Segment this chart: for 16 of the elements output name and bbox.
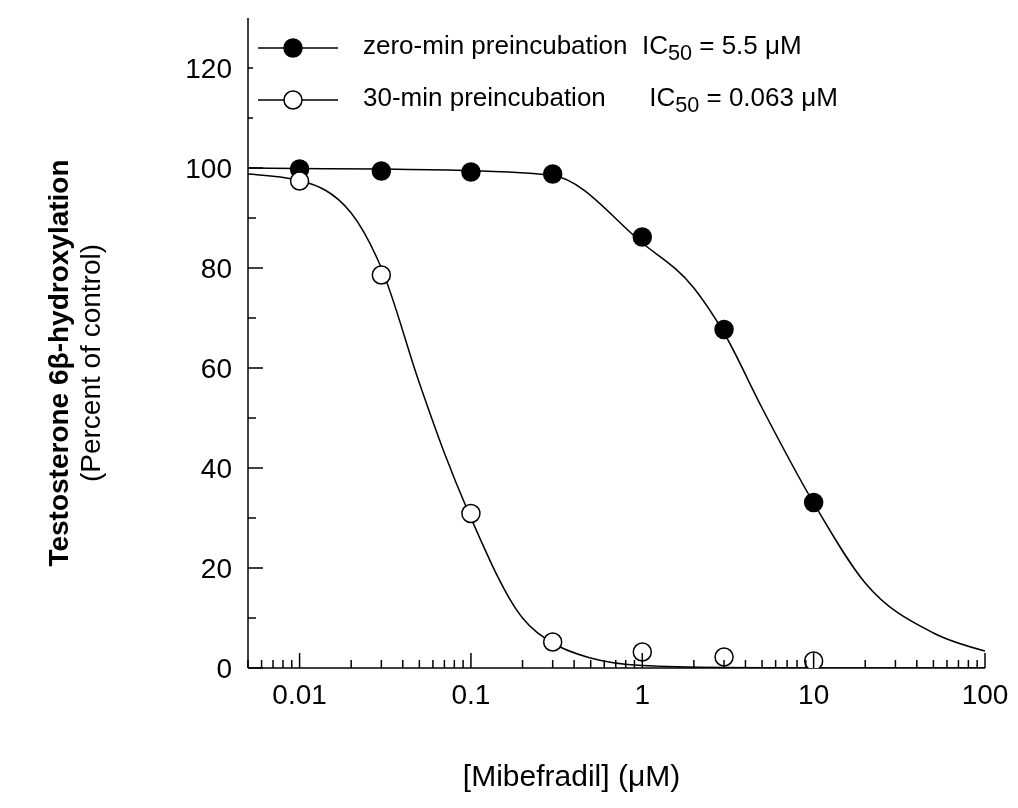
y-tick-label: 40 <box>200 453 232 484</box>
y-tick-label: 20 <box>200 553 232 584</box>
y-tick-label: 120 <box>185 53 232 84</box>
y-tick-label: 100 <box>185 153 232 184</box>
x-tick-label: 0.01 <box>272 679 327 710</box>
y-axis-title: Testosterone 6β-hydroxylation (Percent of control) <box>43 159 106 567</box>
y-tick-label: 0 <box>216 653 232 684</box>
x-tick-label: 0.1 <box>451 679 491 710</box>
x-tick-label: 1 <box>634 679 651 710</box>
legend-label: 30-min preincubation IC$_{50}$ = 0.063 μM <box>363 81 838 119</box>
x-axis-title: [Mibefradil] (μM) <box>462 759 681 792</box>
x-tick-label: 100 <box>961 679 1009 710</box>
x-tick-label: 10 <box>798 679 830 710</box>
legend-label: zero-min preincubation IC$_{50}$ = 5.5 μM <box>363 29 802 67</box>
y-tick-label: 60 <box>200 353 232 384</box>
y-tick-label: 80 <box>200 253 232 284</box>
